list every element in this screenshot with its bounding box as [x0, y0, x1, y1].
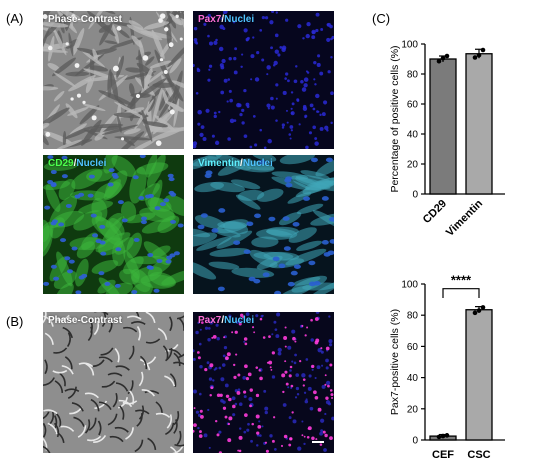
chart-positive-cells: 0 20 40 60 80 100 Percentage of positive cells… — [372, 30, 550, 262]
y-tick-label: 60 — [407, 342, 419, 353]
y-tick-label: 100 — [401, 40, 418, 51]
bar-cd29 — [429, 58, 457, 195]
micrograph-texture — [43, 11, 184, 149]
y-tick-label: 20 — [407, 404, 419, 415]
micrograph-phase-contrast-b: Phase-Contrast — [43, 312, 184, 453]
y-axis-label: Percentage of positive cells (%) — [389, 45, 401, 192]
x-tick-label: CD29 — [421, 198, 449, 226]
micrograph-label-part: / — [73, 158, 77, 169]
y-tick-label: 80 — [407, 311, 419, 322]
significance-label: **** — [451, 273, 472, 288]
data-point — [440, 433, 446, 439]
scale-bar — [312, 441, 324, 443]
micrograph-cd29-nuclei: CD29/Nuclei — [43, 155, 184, 294]
x-tick-label: CSC — [467, 449, 490, 461]
bar-vimentin — [465, 53, 493, 195]
chart-pax7-positive: 0 20 40 60 80 100 Pax7-positive cells (%) CEF CS… — [372, 268, 550, 464]
micrograph-label-part: Phase-Contrast — [48, 14, 122, 25]
x-tick-label: Vimentin — [444, 197, 485, 238]
micrograph-vimentin-nuclei: Vimentin/Nuclei — [193, 155, 334, 294]
micrograph-texture — [193, 312, 334, 453]
data-point — [444, 53, 450, 59]
micrograph-label-part: Pax7 — [198, 14, 222, 25]
micrograph-phase-contrast-a: Phase-Contrast — [43, 11, 184, 149]
micrograph-label-part: Pax7 — [198, 315, 222, 326]
chart-pax7-positive-svg: 0 20 40 60 80 100 Pax7-positive cells (%) CEF CS… — [389, 273, 505, 461]
y-tick-label: 0 — [412, 190, 418, 201]
micrograph-label-part: Nuclei — [224, 315, 255, 326]
micrograph-label-part: Phase-Contrast — [48, 315, 122, 326]
x-tick-label: CEF — [432, 449, 454, 461]
data-point — [476, 308, 482, 313]
data-point — [472, 55, 478, 60]
data-point — [480, 47, 486, 53]
micrograph-label: Phase-Contrast — [48, 14, 122, 25]
data-point — [436, 58, 442, 64]
significance-bracket — [442, 288, 480, 299]
micrograph-label-part: Nuclei — [76, 158, 107, 169]
micrograph-label-part: / — [221, 315, 225, 326]
data-point — [476, 52, 482, 58]
y-tick-label: 40 — [407, 130, 419, 141]
micrograph-label-part: Vimentin — [198, 158, 241, 169]
y-tick-label: 0 — [412, 436, 418, 447]
micrograph-label-part: / — [240, 158, 243, 169]
micrograph-label-part: Nuclei — [242, 158, 273, 169]
micrograph-label: CD29/Nuclei — [48, 158, 106, 169]
panel-label-b: (B) — [6, 314, 24, 329]
micrograph-pax7-nuclei-a: Pax7/Nuclei — [193, 11, 334, 149]
y-tick-label: 60 — [407, 100, 419, 111]
panel-label-c: (C) — [372, 11, 391, 26]
micrograph-pax7-nuclei-b: Pax7/Nuclei — [193, 312, 334, 453]
data-point — [444, 433, 450, 438]
y-tick-label: 40 — [407, 373, 419, 384]
micrograph-texture — [43, 155, 184, 294]
micrograph-label-part: Nuclei — [224, 14, 255, 25]
micrograph-texture — [193, 11, 334, 149]
y-tick-label: 100 — [401, 280, 418, 291]
micrograph-label-part: CD29 — [48, 158, 74, 169]
micrograph-label: Pax7/Nuclei — [198, 14, 254, 25]
y-tick-label: 80 — [407, 70, 419, 81]
micrograph-label-part: / — [221, 14, 225, 25]
micrograph-label: Vimentin/Nuclei — [198, 158, 273, 169]
data-point — [436, 434, 442, 440]
micrograph-texture — [43, 312, 184, 453]
data-point — [480, 305, 486, 310]
data-point — [440, 55, 446, 61]
micrograph-label: Phase-Contrast — [48, 315, 122, 326]
panel-label-a: (A) — [6, 11, 24, 26]
micrograph-label: Pax7/Nuclei — [198, 315, 254, 326]
y-axis-label: Pax7-positive cells (%) — [389, 309, 401, 415]
data-point — [472, 310, 478, 316]
y-tick-label: 20 — [407, 160, 419, 171]
micrograph-texture — [193, 155, 334, 294]
bar-csc — [465, 309, 493, 441]
